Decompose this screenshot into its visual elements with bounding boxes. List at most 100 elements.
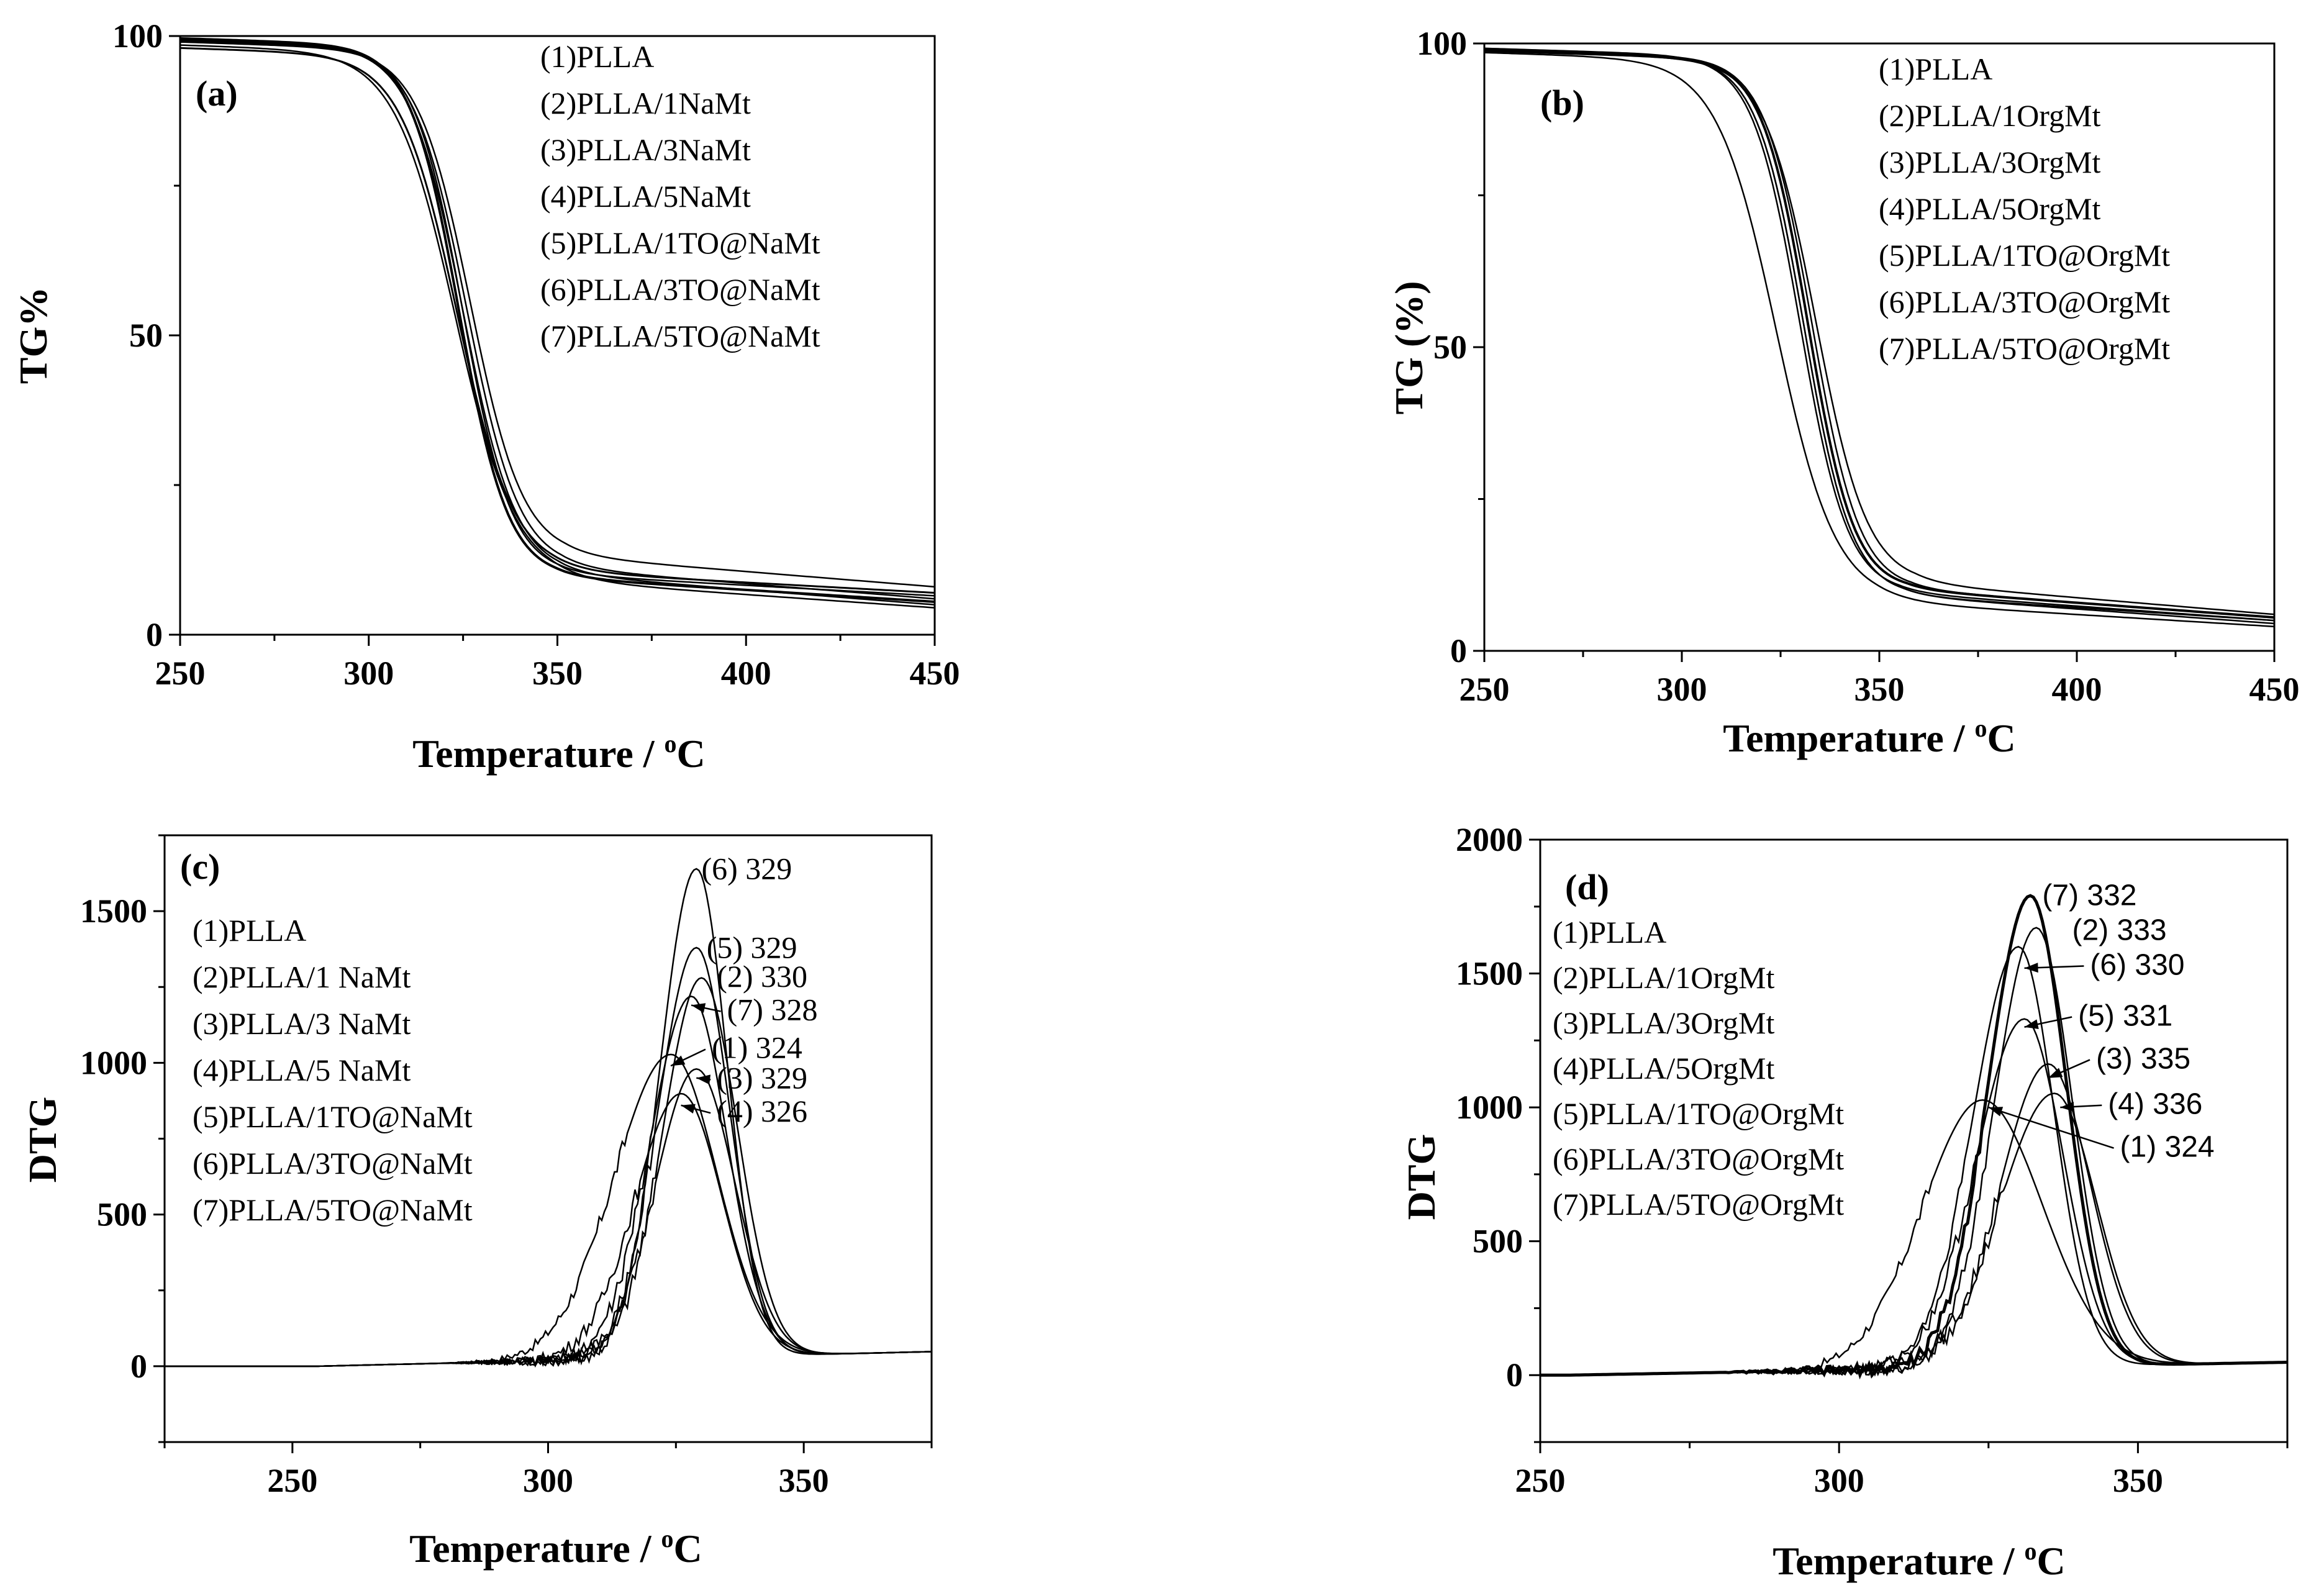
y-tick-label: 1000 [80, 1044, 147, 1081]
peak-annotation: (7) 328 [727, 992, 818, 1027]
x-tick-label: 400 [2052, 671, 2102, 708]
annotation-arrowhead [2024, 963, 2038, 973]
annotation-arrowhead [696, 1074, 711, 1085]
legend-entry: (2)PLLA/1NaMt [540, 86, 751, 120]
series-line-1 [1484, 52, 2274, 628]
peak-annotation: (2) 330 [717, 959, 807, 994]
series-line-7 [1540, 894, 2287, 1380]
x-tick-label: 300 [1814, 1462, 1864, 1499]
x-axis-title: Temperature / oC [412, 730, 706, 776]
series-line-4 [165, 1092, 932, 1368]
legend-entry: (7)PLLA/5TO@OrgMt [1553, 1187, 1844, 1222]
chart-panel-3: 250 300 350 0 500 1000 1500 Temperature / oC DTG… [20, 834, 933, 1571]
y-axis-title: TG (%) [1387, 281, 1431, 414]
annotation-arrowhead [2048, 1068, 2063, 1078]
legend-entry: (3)PLLA/3NaMt [540, 132, 751, 167]
panel-label: (c) [180, 846, 220, 887]
series-group [165, 868, 932, 1368]
series-group [1540, 894, 2287, 1380]
legend-entry: (5)PLLA/1TO@NaMt [540, 225, 820, 260]
legend-entry: (7)PLLA/5TO@NaMt [540, 319, 820, 353]
x-tick-label: 350 [779, 1462, 829, 1499]
x-tick-label: 250 [1515, 1462, 1566, 1499]
series-line-6 [180, 40, 935, 597]
y-tick-label: 100 [1417, 25, 1467, 62]
y-tick-label: 1500 [1456, 955, 1523, 992]
annotation-arrowhead [671, 1055, 686, 1066]
chart-panel-1: 250 300 350 400 450 0 50 100 Temperature / oC TG%… [11, 17, 960, 776]
x-tick-label: 450 [2249, 671, 2300, 708]
x-tick-label: 350 [532, 655, 583, 692]
peak-annotation: (4) 326 [717, 1094, 807, 1128]
x-tick-label: 450 [910, 655, 960, 692]
legend-entry: (4)PLLA/5 NaMt [193, 1053, 411, 1087]
peak-annotation: (6) 330 [2090, 949, 2184, 982]
legend-entry: (4)PLLA/5OrgMt [1879, 191, 2101, 226]
legend-entry: (7)PLLA/5TO@NaMt [193, 1192, 473, 1227]
annotation-arrowhead [2060, 1102, 2074, 1112]
peak-annotation: (5) 329 [707, 930, 797, 964]
x-tick-label: 300 [1657, 671, 1707, 708]
legend-entry: (5)PLLA/1TO@NaMt [193, 1099, 473, 1134]
peak-annotation: (2) 333 [2072, 914, 2167, 947]
y-axis-title: DTG [20, 1097, 65, 1183]
legend-entry: (3)PLLA/3 NaMt [193, 1006, 411, 1041]
panel-label: (b) [1540, 83, 1584, 123]
series-line-5 [180, 37, 935, 603]
y-tick-label: 1500 [80, 892, 147, 930]
legend-entry: (6)PLLA/3TO@OrgMt [1553, 1141, 1844, 1176]
y-tick-label: 0 [1450, 632, 1467, 669]
peak-annotation: (4) 336 [2108, 1088, 2202, 1121]
chart-panel-2: 250 300 350 400 450 0 50 100 Temperature / oC TG … [1387, 25, 2300, 760]
legend-entry: (6)PLLA/3TO@NaMt [193, 1146, 473, 1181]
peak-annotation: (1) 324 [712, 1030, 802, 1065]
series-line-4 [180, 41, 935, 588]
x-axis-title: Temperature / oC [1773, 1537, 2066, 1583]
series-line-7 [180, 47, 935, 594]
legend-entry: (2)PLLA/1 NaMt [193, 960, 411, 994]
y-tick-label: 2000 [1456, 821, 1523, 858]
legend-entry: (6)PLLA/3TO@OrgMt [1879, 284, 2170, 319]
legend-entry: (5)PLLA/1TO@OrgMt [1879, 238, 2170, 273]
series-line-7 [165, 995, 932, 1368]
legend-entry: (4)PLLA/5NaMt [540, 179, 751, 214]
series-line-7 [1484, 49, 2274, 619]
legend-entry: (2)PLLA/1OrgMt [1553, 960, 1775, 995]
x-tick-label: 300 [523, 1462, 573, 1499]
peak-annotation: (3) 329 [717, 1060, 807, 1095]
legend-entry: (1)PLLA [540, 39, 654, 74]
x-tick-label: 250 [155, 655, 206, 692]
legend-entry: (7)PLLA/5TO@OrgMt [1879, 331, 2170, 366]
legend-entry: (3)PLLA/3OrgMt [1879, 145, 2101, 179]
panel-label: (a) [196, 73, 238, 114]
chart-panel-4: 250 300 350 0 500 1000 1500 2000 Temperature / o… [1399, 821, 2289, 1583]
peak-annotation: (3) 335 [2096, 1042, 2190, 1075]
x-tick-label: 300 [343, 655, 394, 692]
annotation-arrow-line [1988, 1106, 2114, 1149]
peak-annotation: (7) 332 [2042, 879, 2136, 912]
x-axis-title: Temperature / oC [409, 1525, 702, 1571]
x-tick-label: 250 [1459, 671, 1510, 708]
panel-label: (d) [1565, 867, 1609, 907]
series-group [180, 37, 935, 609]
legend-entry: (3)PLLA/3OrgMt [1553, 1005, 1775, 1040]
legend-entry: (5)PLLA/1TO@OrgMt [1553, 1096, 1844, 1131]
annotation-arrowhead [681, 1104, 696, 1114]
y-tick-label: 0 [1506, 1356, 1523, 1394]
legend-entry: (1)PLLA [1879, 52, 1992, 86]
annotation-arrowhead [1988, 1107, 2004, 1117]
x-tick-label: 350 [1854, 671, 1905, 708]
y-tick-label: 100 [112, 17, 163, 55]
annotation-arrowhead [2024, 1019, 2039, 1030]
y-tick-label: 500 [97, 1196, 147, 1233]
peak-annotation: (6) 329 [702, 851, 792, 886]
x-tick-label: 250 [267, 1462, 317, 1499]
legend-entry: (6)PLLA/3TO@NaMt [540, 272, 820, 307]
legend-entry: (1)PLLA [1553, 915, 1666, 950]
peak-annotation: (5) 331 [2078, 999, 2172, 1032]
series-group [1484, 47, 2274, 628]
peak-annotation: (1) 324 [2120, 1131, 2215, 1164]
y-tick-label: 0 [146, 616, 163, 653]
y-tick-label: 50 [1433, 329, 1467, 366]
